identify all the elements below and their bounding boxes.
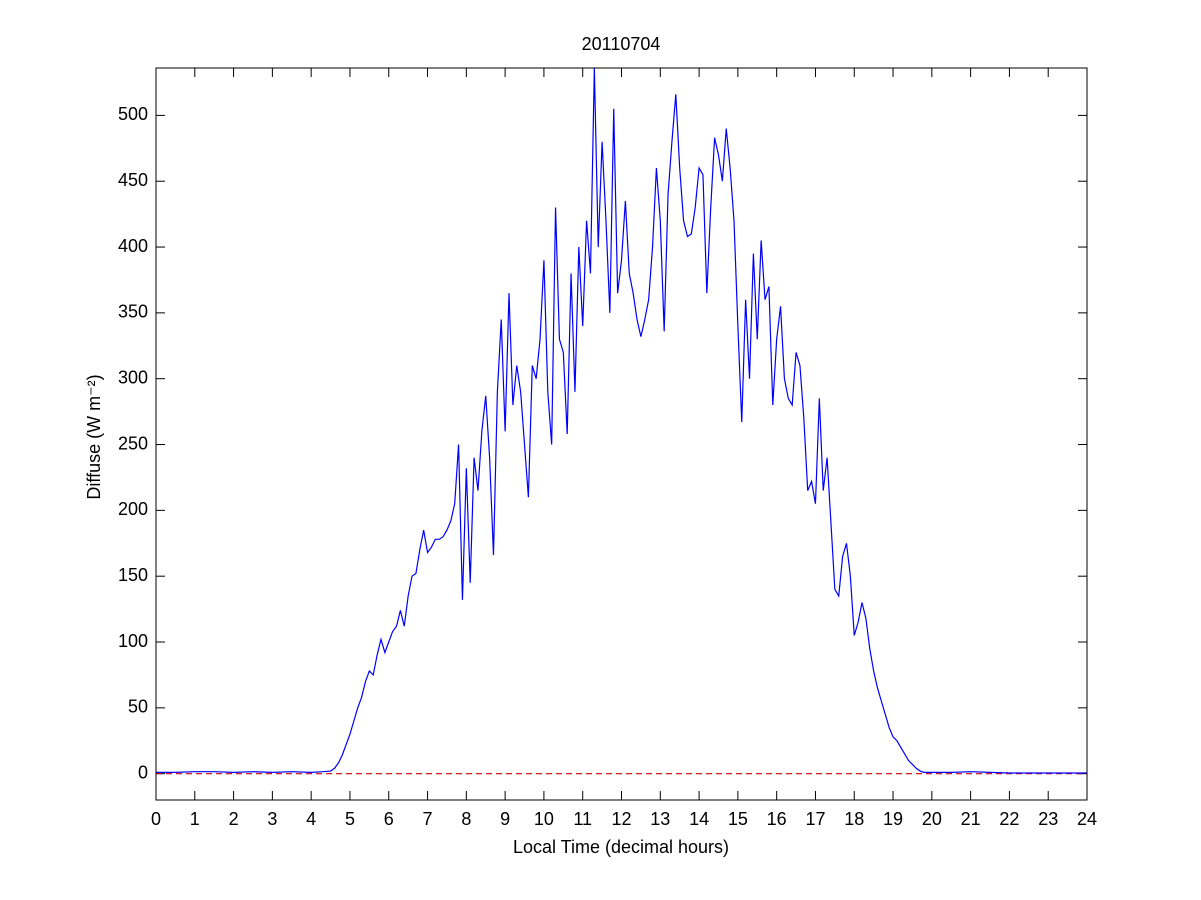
y-tick-label: 400 xyxy=(118,236,148,256)
x-tick-label: 9 xyxy=(500,809,510,829)
x-tick-label: 11 xyxy=(573,809,592,829)
x-tick-label: 0 xyxy=(151,809,161,829)
y-tick-label: 50 xyxy=(128,697,148,717)
x-tick-label: 8 xyxy=(461,809,471,829)
x-tick-label: 15 xyxy=(728,809,748,829)
x-tick-label: 10 xyxy=(534,809,554,829)
x-tick-label: 4 xyxy=(306,809,316,829)
x-tick-label: 7 xyxy=(423,809,433,829)
x-tick-label: 22 xyxy=(999,809,1019,829)
x-tick-label: 1 xyxy=(190,809,200,829)
y-tick-label: 450 xyxy=(118,170,148,190)
x-tick-label: 17 xyxy=(805,809,825,829)
x-tick-label: 21 xyxy=(961,809,981,829)
x-tick-label: 13 xyxy=(650,809,670,829)
x-tick-label: 20 xyxy=(922,809,942,829)
y-tick-label: 0 xyxy=(138,762,148,782)
x-tick-label: 12 xyxy=(611,809,631,829)
chart-title: 20110704 xyxy=(582,34,661,54)
x-axis-label: Local Time (decimal hours) xyxy=(513,837,729,857)
y-tick-label: 200 xyxy=(118,499,148,519)
y-tick-label: 500 xyxy=(118,104,148,124)
data-line xyxy=(156,67,1087,774)
y-tick-label: 300 xyxy=(118,367,148,387)
x-tick-label: 14 xyxy=(689,809,709,829)
x-tick-label: 6 xyxy=(384,809,394,829)
y-tick-label: 350 xyxy=(118,302,148,322)
y-tick-label: 250 xyxy=(118,433,148,453)
plot-frame xyxy=(155,67,1088,801)
y-tick-label: 150 xyxy=(118,565,148,585)
y-axis-label: Diffuse (W m⁻²) xyxy=(84,374,104,499)
y-tick-label: 100 xyxy=(118,631,148,651)
x-tick-label: 23 xyxy=(1038,809,1058,829)
x-tick-label: 19 xyxy=(883,809,903,829)
x-tick-label: 24 xyxy=(1077,809,1097,829)
x-tick-label: 5 xyxy=(345,809,355,829)
x-tick-label: 2 xyxy=(229,809,239,829)
plot-area xyxy=(156,68,1087,800)
x-tick-label: 18 xyxy=(844,809,864,829)
x-tick-label: 3 xyxy=(267,809,277,829)
x-tick-label: 16 xyxy=(767,809,787,829)
